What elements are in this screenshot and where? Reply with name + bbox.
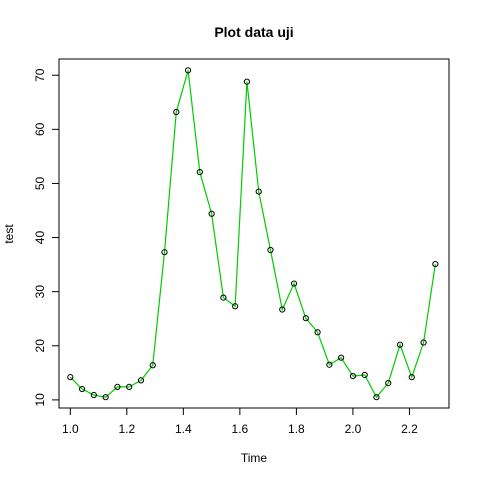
x-tick-label: 2.2 [401,422,418,436]
y-axis-label: test [2,224,16,244]
y-tick-label: 60 [33,122,47,136]
x-tick-label: 1.6 [232,422,249,436]
y-tick-label: 70 [33,68,47,82]
x-tick-label: 1.4 [175,422,192,436]
y-tick-label: 50 [33,176,47,190]
chart-title: Plot data uji [214,24,293,40]
x-tick-label: 2.0 [345,422,362,436]
y-tick-label: 30 [33,285,47,299]
x-tick-label: 1.8 [288,422,305,436]
x-tick-label: 1.2 [118,422,135,436]
x-tick-label: 1.0 [62,422,79,436]
x-axis-label: Time [241,451,268,465]
y-tick-label: 10 [33,393,47,407]
y-tick-label: 40 [33,231,47,245]
y-tick-label: 20 [33,339,47,353]
